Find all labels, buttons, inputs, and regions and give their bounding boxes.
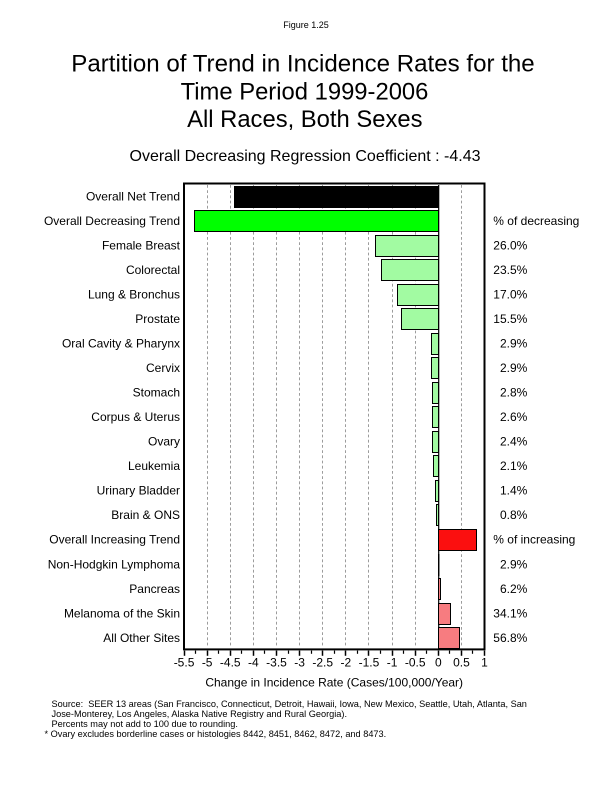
svg-text:2.8%: 2.8%	[500, 386, 528, 400]
svg-text:Overall Decreasing Trend: Overall Decreasing Trend	[44, 214, 180, 228]
svg-text:Oral Cavity & Pharynx: Oral Cavity & Pharynx	[62, 337, 180, 351]
svg-text:-3.5: -3.5	[266, 656, 287, 670]
svg-text:0.5: 0.5	[453, 656, 470, 670]
svg-text:-4: -4	[248, 656, 259, 670]
svg-text:Melanoma of the Skin: Melanoma of the Skin	[64, 606, 180, 620]
svg-text:Change in Incidence Rate (Case: Change in Incidence Rate (Cases/100,000/…	[205, 676, 463, 690]
svg-text:Lung & Bronchus: Lung & Bronchus	[88, 288, 180, 302]
svg-text:Figure 1.25: Figure 1.25	[283, 20, 329, 30]
svg-text:-4.5: -4.5	[220, 656, 241, 670]
svg-text:Overall Net Trend: Overall Net Trend	[86, 189, 180, 203]
svg-text:Brain & ONS: Brain & ONS	[111, 508, 180, 522]
svg-text:-1: -1	[387, 656, 398, 670]
svg-text:Colorectal: Colorectal	[126, 263, 180, 277]
svg-text:15.5%: 15.5%	[493, 312, 527, 326]
svg-text:Ovary: Ovary	[148, 435, 180, 449]
svg-text:Cervix: Cervix	[146, 361, 180, 375]
svg-text:Pancreas: Pancreas	[129, 582, 180, 596]
svg-text:Percents may not add to 100 du: Percents may not add to 100 due to round…	[52, 719, 238, 729]
svg-text:2.1%: 2.1%	[500, 459, 528, 473]
svg-text:* Ovary excludes borderline ca: * Ovary excludes borderline cases or his…	[45, 729, 387, 739]
svg-text:-0.5: -0.5	[405, 656, 426, 670]
svg-text:6.2%: 6.2%	[500, 582, 528, 596]
svg-text:2.9%: 2.9%	[500, 361, 528, 375]
svg-text:34.1%: 34.1%	[493, 606, 527, 620]
svg-text:0.8%: 0.8%	[500, 508, 528, 522]
svg-text:Partition of Trend in Incidenc: Partition of Trend in Incidence Rates fo…	[71, 51, 534, 78]
svg-text:% of increasing: % of increasing	[493, 533, 575, 547]
svg-text:2.9%: 2.9%	[500, 337, 528, 351]
svg-text:All Other Sites: All Other Sites	[103, 631, 180, 645]
svg-text:0: 0	[435, 656, 442, 670]
svg-text:Jose-Monterey, Los Angeles, Al: Jose-Monterey, Los Angeles, Alaska Nativ…	[52, 709, 348, 719]
svg-text:26.0%: 26.0%	[493, 239, 527, 253]
svg-text:-3: -3	[294, 656, 305, 670]
svg-text:% of decreasing: % of decreasing	[493, 214, 579, 228]
svg-text:Female Breast: Female Breast	[102, 239, 181, 253]
svg-text:All Races, Both Sexes: All Races, Both Sexes	[187, 106, 423, 133]
svg-text:17.0%: 17.0%	[493, 288, 527, 302]
svg-text:1.4%: 1.4%	[500, 484, 528, 498]
svg-text:-5: -5	[202, 656, 213, 670]
svg-text:23.5%: 23.5%	[493, 263, 527, 277]
svg-text:Prostate: Prostate	[135, 312, 180, 326]
svg-text:2.9%: 2.9%	[500, 557, 528, 571]
svg-text:Source: SEER 13 areas (San Fr: Source: SEER 13 areas (San Francisco, Co…	[52, 699, 527, 709]
svg-text:Time Period 1999-2006: Time Period 1999-2006	[181, 79, 429, 106]
svg-text:Corpus & Uterus: Corpus & Uterus	[91, 410, 180, 424]
svg-text:2.4%: 2.4%	[500, 435, 528, 449]
svg-text:-2: -2	[341, 656, 352, 670]
svg-text:Overall Decreasing Regression: Overall Decreasing Regression Coefficien…	[130, 148, 481, 165]
svg-text:-2.5: -2.5	[312, 656, 333, 670]
svg-text:56.8%: 56.8%	[493, 631, 527, 645]
svg-text:2.6%: 2.6%	[500, 410, 528, 424]
svg-text:Urinary Bladder: Urinary Bladder	[97, 484, 180, 498]
svg-text:1: 1	[481, 656, 488, 670]
svg-text:Stomach: Stomach	[133, 386, 180, 400]
svg-text:Non-Hodgkin Lymphoma: Non-Hodgkin Lymphoma	[48, 557, 181, 571]
svg-text:-1.5: -1.5	[359, 656, 380, 670]
svg-text:Overall Increasing Trend: Overall Increasing Trend	[49, 533, 180, 547]
svg-text:Leukemia: Leukemia	[128, 459, 180, 473]
svg-text:-5.5: -5.5	[174, 656, 195, 670]
